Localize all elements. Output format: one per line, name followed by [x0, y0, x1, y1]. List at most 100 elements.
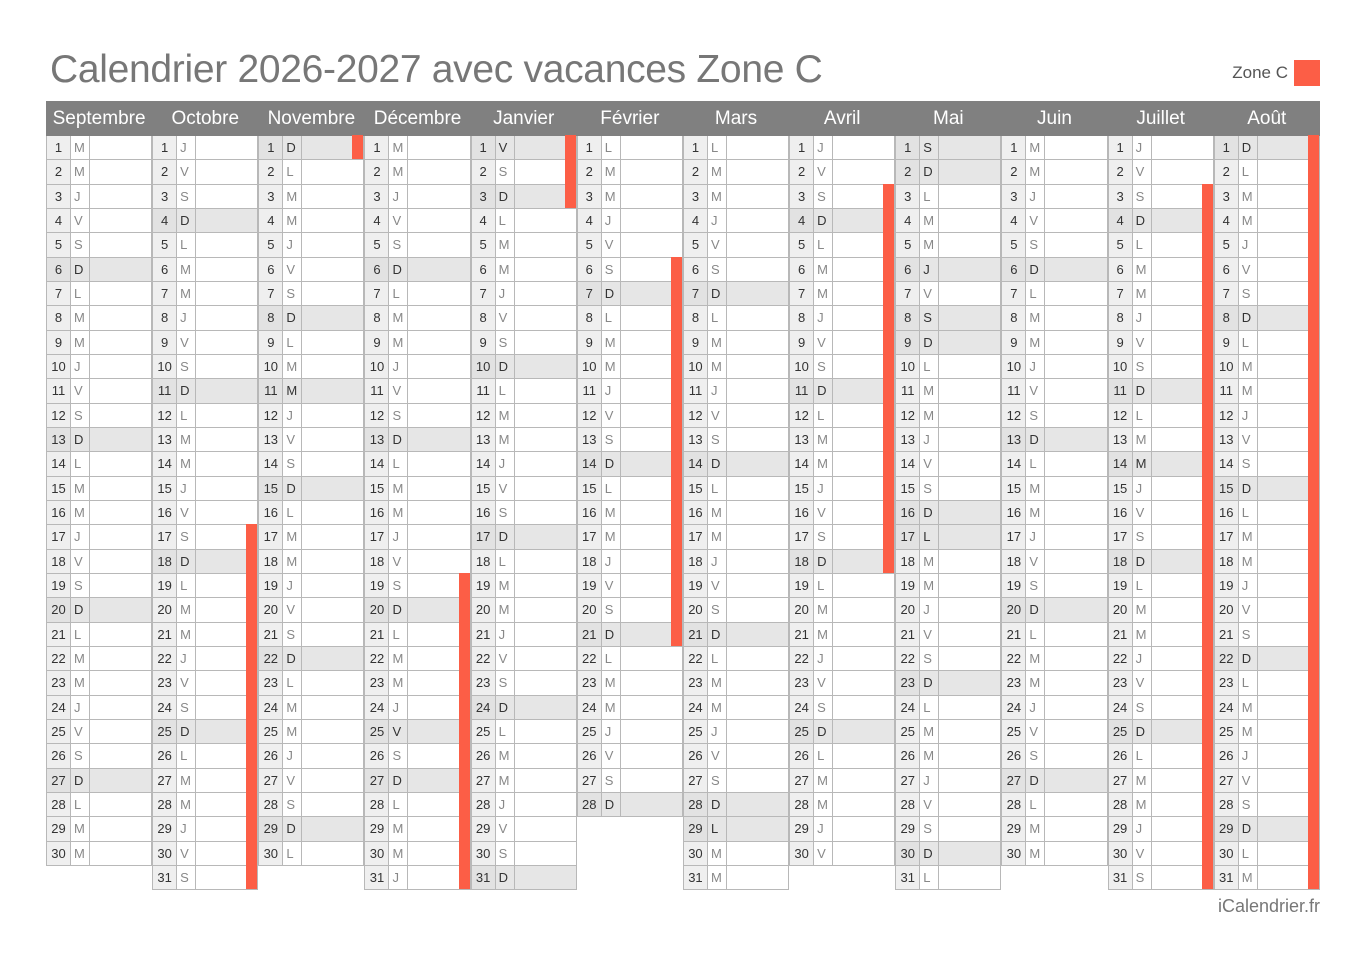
day-number: 14: [364, 452, 390, 477]
day-letter: S: [707, 598, 727, 623]
day-row: 10 M: [682, 354, 790, 380]
day-number: 28: [152, 792, 178, 818]
day-note: [196, 694, 259, 720]
vacation-bar: [670, 548, 682, 573]
day-number: 3: [576, 184, 602, 209]
day-row: 16 M: [364, 500, 471, 526]
day-note: [408, 816, 471, 842]
day-letter: V: [283, 427, 303, 453]
vacation-bar: [1201, 475, 1213, 500]
day-number: 5: [895, 233, 921, 258]
day-letter: D: [1026, 257, 1046, 282]
day-note: [620, 548, 683, 574]
day-letter: J: [601, 379, 621, 404]
day-letter: D: [1026, 427, 1046, 453]
day-letter: V: [707, 744, 727, 769]
day-note: [302, 598, 365, 623]
day-row: 13 D: [1001, 427, 1108, 453]
day-letter: J: [601, 549, 621, 574]
day-note: [90, 817, 153, 842]
day-letter: M: [707, 841, 727, 866]
day-number: 12: [895, 403, 921, 428]
day-row: 20 D: [46, 598, 153, 623]
day-number: 19: [1107, 573, 1133, 599]
day-note: [620, 160, 683, 185]
vacation-bar: [670, 402, 682, 427]
day-note: [196, 743, 259, 769]
vacation-bar: [458, 767, 470, 792]
month-header: Novembre: [258, 101, 365, 136]
day-row: 19 M: [470, 573, 577, 599]
day-number: 4: [1213, 208, 1239, 234]
day-number: 28: [364, 792, 390, 818]
day-note: [1151, 329, 1214, 355]
day-note: [302, 160, 365, 185]
day-note: [514, 354, 577, 380]
vacation-bar: [1201, 256, 1213, 281]
day-note: [1045, 281, 1108, 307]
day-letter: S: [707, 257, 727, 282]
day-number: 3: [470, 184, 496, 209]
vacation-bar: [1307, 256, 1319, 281]
day-note: [620, 378, 683, 404]
vacation-bar: [883, 232, 895, 257]
day-note: [939, 136, 1002, 161]
day-number: 12: [258, 403, 284, 428]
legend: Zone C: [1232, 60, 1320, 86]
day-letter: S: [71, 573, 90, 599]
day-row: 31 L: [895, 865, 1002, 891]
day-number: 19: [258, 573, 284, 599]
day-number: 6: [470, 257, 496, 282]
day-number: 8: [789, 306, 815, 331]
vacation-bar: [670, 597, 682, 622]
day-number: 16: [682, 500, 708, 526]
day-note: [1257, 864, 1320, 891]
vacation-bar: [670, 572, 682, 598]
day-letter: M: [389, 500, 409, 526]
day-note: [514, 427, 577, 453]
day-note: [1151, 353, 1214, 380]
day-row: 17 M: [576, 524, 683, 550]
day-number: 7: [258, 281, 284, 307]
day-letter: D: [601, 452, 621, 477]
day-row: 10 M: [576, 353, 683, 380]
day-note: [726, 452, 790, 477]
vacation-bar: [1307, 524, 1319, 549]
day-letter: L: [389, 622, 409, 647]
day-number: 11: [1001, 379, 1027, 404]
day-row: 16 L: [1213, 499, 1320, 526]
day-letter: M: [389, 160, 409, 185]
day-number: 5: [1107, 233, 1133, 258]
day-note: [302, 817, 365, 842]
day-row: 15 J: [789, 475, 896, 501]
day-note: [1151, 767, 1214, 793]
day-number: 28: [258, 792, 284, 818]
day-number: 18: [576, 549, 602, 574]
day-note: [1151, 621, 1214, 647]
day-letter: S: [177, 525, 197, 550]
day-row: 10 M: [1213, 353, 1320, 380]
day-number: 25: [152, 719, 178, 745]
vacation-bar: [246, 670, 258, 695]
day-row: 19 S: [46, 573, 153, 599]
day-letter: J: [601, 208, 621, 234]
day-letter: M: [1238, 865, 1258, 891]
day-letter: S: [177, 695, 197, 720]
day-letter: M: [1238, 525, 1258, 550]
day-number: 23: [1107, 671, 1133, 696]
vacation-bar: [1307, 572, 1319, 598]
day-letter: V: [1026, 379, 1046, 404]
day-note: [833, 136, 896, 161]
day-note: [833, 792, 896, 818]
day-note: [196, 330, 259, 355]
day-note: [620, 208, 683, 234]
day-note: [408, 257, 471, 282]
vacation-bar: [458, 572, 470, 598]
day-row: 11 J: [682, 379, 790, 404]
